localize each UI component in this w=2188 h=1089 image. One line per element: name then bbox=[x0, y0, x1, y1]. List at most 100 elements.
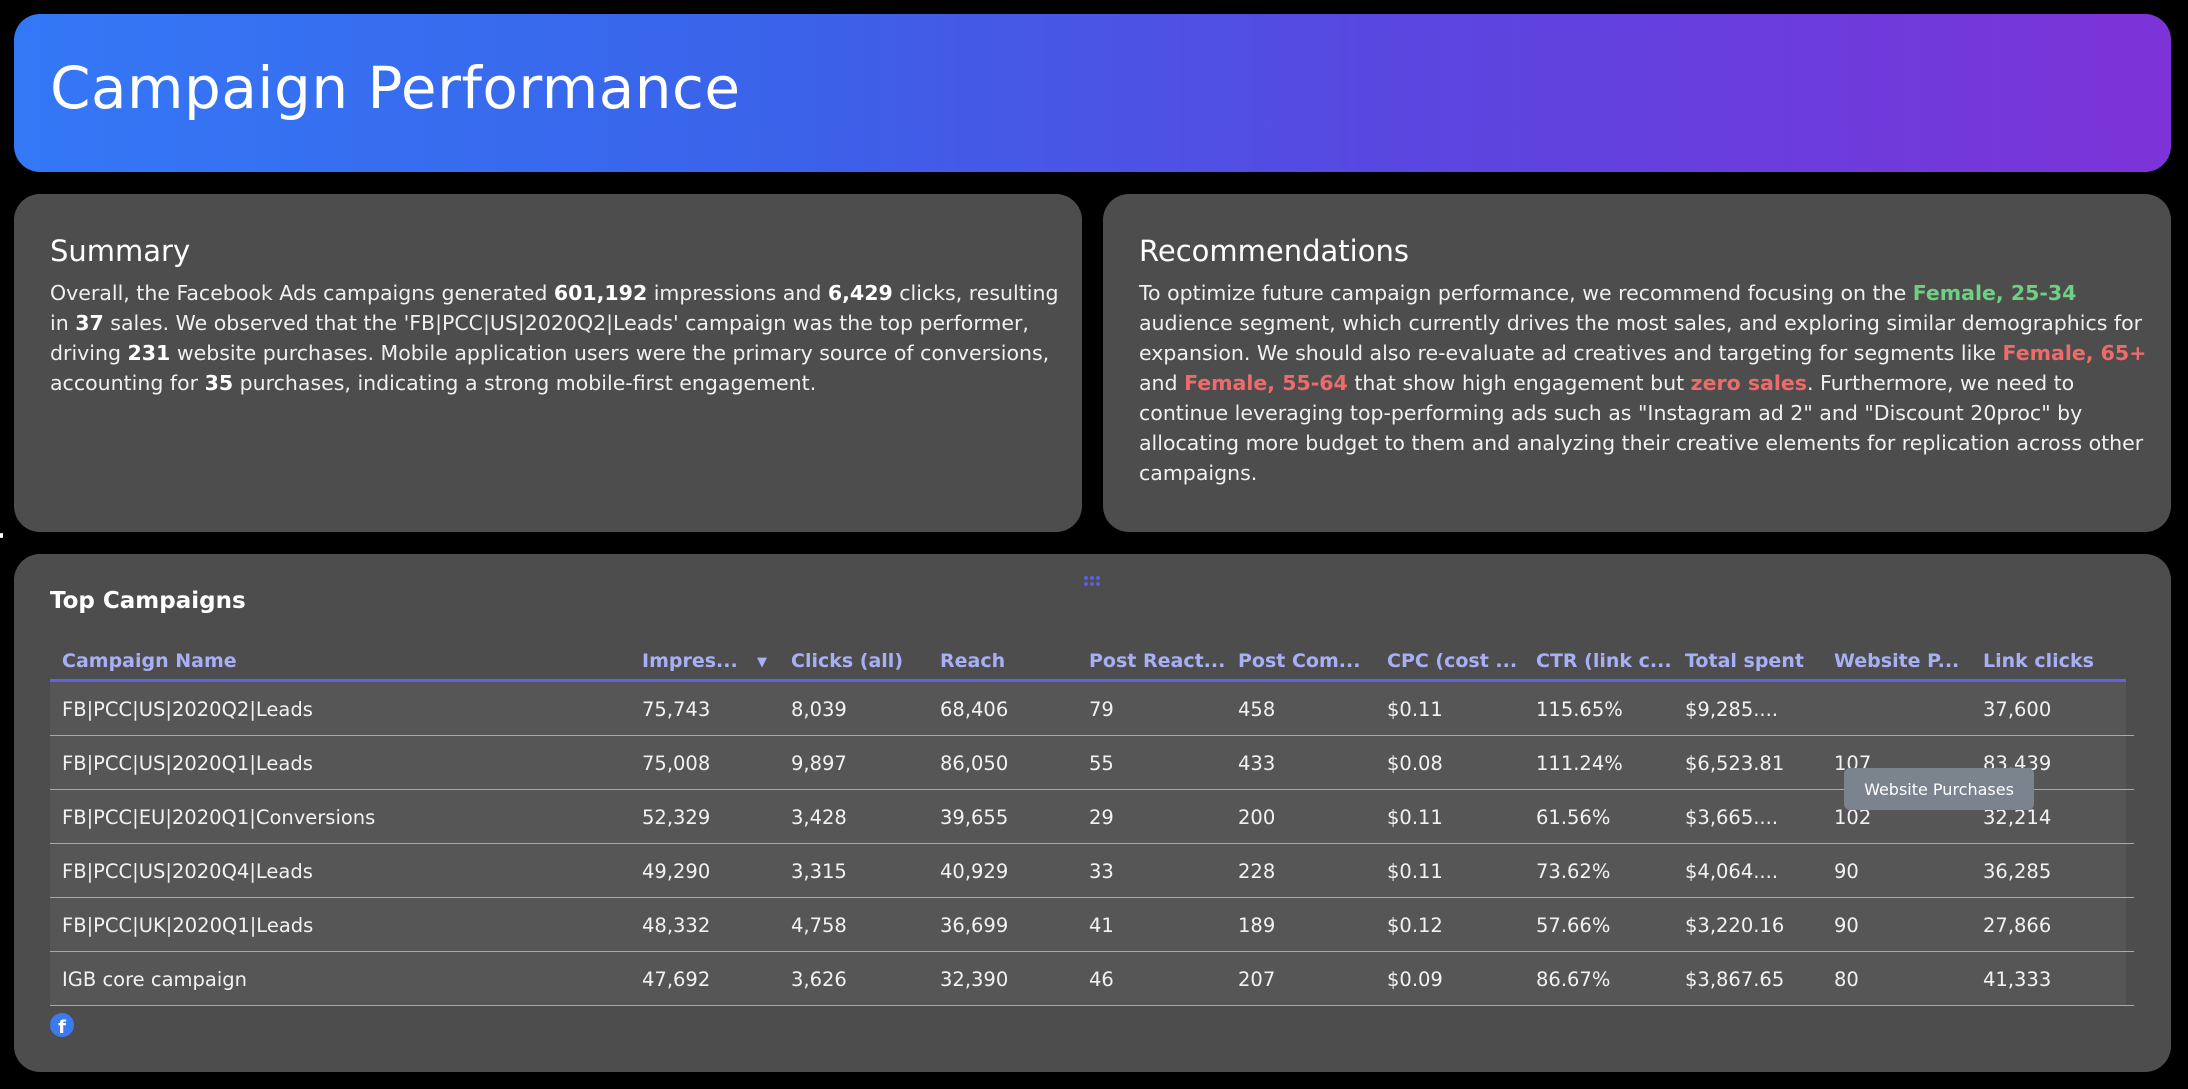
column-header-tooltip: Website Purchases bbox=[1844, 768, 2034, 810]
table-cell: 4,758 bbox=[791, 913, 847, 937]
table-cell: FB|PCC|US|2020Q1|Leads bbox=[62, 751, 313, 775]
column-header-link-clicks[interactable]: Link clicks bbox=[1983, 649, 2094, 672]
column-header-ctr[interactable]: CTR (link c... bbox=[1536, 649, 1672, 672]
edge-artifact bbox=[0, 533, 3, 538]
table-row[interactable]: IGB core campaign 47,692 3,626 32,390 46 207 $… bbox=[50, 952, 2134, 1006]
table-cell: 27,866 bbox=[1983, 913, 2052, 937]
table-row[interactable]: FB|PCC|EU|2020Q1|Conversions 52,329 3,428 3… bbox=[50, 790, 2134, 844]
emphasis-value: 231 bbox=[127, 341, 171, 365]
highlight-green: Female, 25-34 bbox=[1912, 281, 2077, 305]
text-segment: audience segment, which currently drives… bbox=[1139, 311, 2143, 365]
column-header-reach[interactable]: Reach bbox=[940, 649, 1006, 672]
column-header-website-purchases[interactable]: Website P... bbox=[1834, 649, 1960, 672]
table-cell: 57.66% bbox=[1536, 913, 1611, 937]
page-header-banner: Campaign Performance bbox=[14, 14, 2171, 172]
table-cell: 41 bbox=[1089, 913, 1114, 937]
table-cell: 75,743 bbox=[642, 697, 711, 721]
table-cell: $3,867.65 bbox=[1685, 967, 1785, 991]
highlight-red: zero sales bbox=[1690, 371, 1808, 395]
text-segment: Overall, the Facebook Ads campaigns gene… bbox=[50, 281, 554, 305]
table-cell: 8,039 bbox=[791, 697, 847, 721]
table-cell: 90 bbox=[1834, 859, 1859, 883]
table-cell: 90 bbox=[1834, 913, 1859, 937]
table-cell: $0.11 bbox=[1387, 805, 1443, 829]
table-cell: $4,064.... bbox=[1685, 859, 1779, 883]
table-cell: 200 bbox=[1238, 805, 1276, 829]
emphasis-value: 37 bbox=[75, 311, 104, 335]
table-cell: 36,285 bbox=[1983, 859, 2052, 883]
recommendations-text: To optimize future campaign performance,… bbox=[1139, 278, 2149, 488]
table-title: Top Campaigns bbox=[50, 588, 246, 614]
table-cell: 32,214 bbox=[1983, 805, 2052, 829]
summary-title: Summary bbox=[50, 234, 191, 268]
table-cell: $0.09 bbox=[1387, 967, 1443, 991]
table-cell: 46 bbox=[1089, 967, 1114, 991]
table-cell: 55 bbox=[1089, 751, 1114, 775]
table-cell: 47,692 bbox=[642, 967, 711, 991]
text-segment: To optimize future campaign performance,… bbox=[1139, 281, 1913, 305]
sort-descending-icon[interactable]: ▼ bbox=[757, 654, 767, 670]
text-segment: purchases, indicating a strong mobile-fi… bbox=[233, 371, 817, 395]
table-row[interactable]: FB|PCC|US|2020Q1|Leads 75,008 9,897 86,050 5… bbox=[50, 736, 2134, 790]
text-segment: website purchases. Mobile application us… bbox=[50, 341, 1050, 395]
table-cell: 458 bbox=[1238, 697, 1276, 721]
column-header-post-comments[interactable]: Post Com... bbox=[1238, 649, 1361, 672]
table-cell: 40,929 bbox=[940, 859, 1009, 883]
table-cell: 68,406 bbox=[940, 697, 1009, 721]
column-header-label: Impres... bbox=[642, 649, 738, 672]
column-header-cpc[interactable]: CPC (cost ... bbox=[1387, 649, 1518, 672]
table-cell: 86,050 bbox=[940, 751, 1009, 775]
table-cell: 36,699 bbox=[940, 913, 1009, 937]
table-cell: 189 bbox=[1238, 913, 1276, 937]
table-cell: 49,290 bbox=[642, 859, 711, 883]
table-cell: 3,428 bbox=[791, 805, 847, 829]
table-cell: FB|PCC|US|2020Q4|Leads bbox=[62, 859, 313, 883]
table-cell: 33 bbox=[1089, 859, 1114, 883]
column-header-post-reactions[interactable]: Post React... bbox=[1089, 649, 1226, 672]
table-cell: 79 bbox=[1089, 697, 1114, 721]
table-row[interactable]: FB|PCC|US|2020Q4|Leads 49,290 3,315 40,929 3… bbox=[50, 844, 2134, 898]
text-segment: sales. We observed that the 'FB|PCC|US|2… bbox=[50, 311, 1029, 365]
table-row[interactable]: FB|PCC|UK|2020Q1|Leads 48,332 4,758 36,699 4… bbox=[50, 898, 2134, 952]
table-body: FB|PCC|US|2020Q2|Leads 75,743 8,039 68,406 7… bbox=[50, 682, 2140, 1006]
table-header-row: Campaign Name Impres... ▼ Clicks (all) R… bbox=[50, 642, 2126, 682]
table-cell: 48,332 bbox=[642, 913, 711, 937]
table-cell: FB|PCC|UK|2020Q1|Leads bbox=[62, 913, 314, 937]
facebook-icon: f bbox=[50, 1013, 74, 1037]
table-cell: FB|PCC|EU|2020Q1|Conversions bbox=[62, 805, 376, 829]
table-cell: 102 bbox=[1834, 805, 1872, 829]
recommendations-card: Recommendations To optimize future campa… bbox=[1103, 194, 2171, 532]
table-cell: 32,390 bbox=[940, 967, 1009, 991]
emphasis-value: 35 bbox=[204, 371, 234, 395]
table-cell: 86.67% bbox=[1536, 967, 1611, 991]
table-cell: 207 bbox=[1238, 967, 1276, 991]
column-header-impressions[interactable]: Impres... ▼ bbox=[630, 650, 779, 672]
summary-text: Overall, the Facebook Ads campaigns gene… bbox=[50, 278, 1060, 398]
highlight-red: Female, 65+ bbox=[2002, 341, 2147, 365]
text-segment: and bbox=[1139, 371, 1185, 395]
table-cell: 41,333 bbox=[1983, 967, 2052, 991]
table-row[interactable]: FB|PCC|US|2020Q2|Leads 75,743 8,039 68,406 7… bbox=[50, 682, 2134, 736]
column-header-campaign-name[interactable]: Campaign Name bbox=[62, 649, 237, 672]
table-cell: 433 bbox=[1238, 751, 1276, 775]
top-campaigns-card: Top Campaigns Campaign Name Impres... ▼ … bbox=[14, 554, 2171, 1072]
table-cell: 228 bbox=[1238, 859, 1276, 883]
table-cell: 61.56% bbox=[1536, 805, 1611, 829]
text-segment: impressions and bbox=[647, 281, 828, 305]
table-cell: IGB core campaign bbox=[62, 967, 248, 991]
table-cell: 37,600 bbox=[1983, 697, 2052, 721]
table-cell: $0.11 bbox=[1387, 859, 1443, 883]
emphasis-value: 6,429 bbox=[827, 281, 893, 305]
column-header-total-spent[interactable]: Total spent bbox=[1685, 649, 1804, 672]
table-cell: 73.62% bbox=[1536, 859, 1611, 883]
text-segment: that show high engagement but bbox=[1347, 371, 1691, 395]
drag-handle-icon[interactable] bbox=[1084, 576, 1100, 586]
table-cell: $6,523.81 bbox=[1685, 751, 1785, 775]
table-cell: $9,285.... bbox=[1685, 697, 1779, 721]
page-title: Campaign Performance bbox=[50, 54, 741, 122]
table-cell: 9,897 bbox=[791, 751, 847, 775]
table-cell: 52,329 bbox=[642, 805, 711, 829]
table-cell: 75,008 bbox=[642, 751, 711, 775]
column-header-clicks[interactable]: Clicks (all) bbox=[791, 649, 904, 672]
table-cell: 3,626 bbox=[791, 967, 847, 991]
